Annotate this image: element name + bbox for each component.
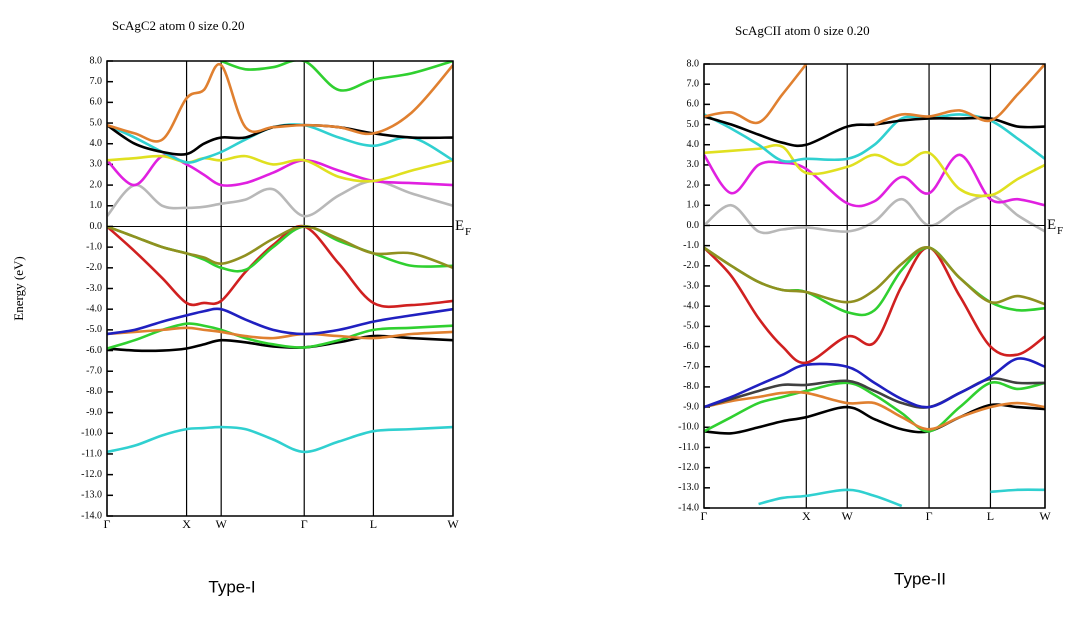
x-tick-label: W [447, 517, 459, 531]
fermi-sub: F [1057, 225, 1063, 237]
x-tick-label: Γ [926, 509, 933, 523]
x-tick-label: Γ [104, 517, 111, 531]
x-tick-label: X [802, 509, 811, 523]
y-tick-label: -3.0 [683, 280, 699, 291]
y-tick-label: -4.0 [86, 303, 102, 314]
y-tick-label: -3.0 [86, 283, 102, 294]
y-tick-label: 7.0 [687, 78, 700, 89]
band-line [107, 225, 453, 273]
bands [704, 64, 1045, 508]
y-tick-label: -8.0 [683, 381, 699, 392]
y-tick-label: 3.0 [687, 159, 700, 170]
band-line [107, 154, 453, 183]
chart-title: ScAgCII atom 0 size 0.20 [735, 23, 870, 38]
y-tick-label: -6.0 [683, 341, 699, 352]
y-tick-label: 8.0 [90, 55, 103, 66]
band-line [704, 143, 1045, 198]
y-tick-label: -7.0 [86, 366, 102, 377]
y-tick-label: -9.0 [86, 407, 102, 418]
caption: Type-I [208, 577, 255, 596]
plot-frame [106, 60, 454, 517]
x-tick-label: W [842, 509, 854, 523]
y-tick-label: -6.0 [86, 345, 102, 356]
y-tick-label: 5.0 [687, 119, 700, 130]
x-tick-label: L [370, 517, 377, 531]
y-tick-label: -5.0 [683, 321, 699, 332]
x-tick-label: W [216, 517, 228, 531]
band-line [107, 326, 453, 340]
y-tick-label: -8.0 [86, 386, 102, 397]
y-tick-label: -12.0 [81, 469, 102, 480]
band-line [704, 246, 1045, 365]
y-axis-label: Energy (eV) [11, 256, 26, 320]
fermi-sub: F [465, 226, 471, 238]
band-line [107, 225, 453, 270]
band-line [220, 61, 453, 92]
caption: Type-II [894, 569, 946, 588]
x-tick-label: Γ [301, 517, 308, 531]
band-line [704, 390, 1045, 431]
y-tick-label: -4.0 [683, 300, 699, 311]
band-line [107, 425, 453, 454]
y-tick-label: -14.0 [81, 510, 102, 521]
y-tick-label: -5.0 [86, 324, 102, 335]
y-tick-label: 0.0 [90, 221, 103, 232]
y-tick-label: -2.0 [86, 262, 102, 273]
bands [107, 61, 453, 454]
plot-frame [703, 63, 1046, 509]
y-tick-label: 6.0 [90, 97, 103, 108]
y-tick-label: 2.0 [90, 179, 103, 190]
y-tick-label: 3.0 [90, 159, 103, 170]
band-line [704, 246, 1045, 306]
fermi-label: E [1047, 217, 1056, 233]
y-tick-label: -10.0 [81, 428, 102, 439]
y-tick-label: -13.0 [678, 482, 699, 493]
y-tick-label: 4.0 [90, 138, 103, 149]
y-tick-label: -11.0 [679, 442, 699, 453]
y-tick-label: -10.0 [678, 422, 699, 433]
y-tick-label: 2.0 [687, 179, 700, 190]
band-line [704, 377, 1045, 409]
y-tick-label: 0.0 [687, 220, 700, 231]
y-tick-label: -12.0 [678, 462, 699, 473]
band-line [704, 357, 1045, 409]
y-tick-label: 5.0 [90, 117, 103, 128]
y-tick-label: 8.0 [687, 58, 700, 69]
y-tick-label: -1.0 [683, 240, 699, 251]
y-tick-label: -11.0 [82, 448, 102, 459]
band-line [107, 224, 453, 309]
y-tick-label: -7.0 [683, 361, 699, 372]
band-line [704, 403, 1045, 435]
band-line [758, 488, 903, 508]
y-tick-label: 7.0 [90, 76, 103, 87]
chart-title: ScAgC2 atom 0 size 0.20 [112, 18, 245, 33]
y-tick-label: 4.0 [687, 139, 700, 150]
band-line [704, 153, 1045, 208]
band-line [704, 64, 808, 125]
y-tick-label: -2.0 [683, 260, 699, 271]
y-tick-label: -1.0 [86, 241, 102, 252]
x-tick-label: X [182, 517, 191, 531]
y-tick-label: 1.0 [90, 200, 103, 211]
y-tick-label: 1.0 [687, 200, 700, 211]
y-tick-label: -14.0 [678, 502, 699, 513]
band-line [107, 62, 453, 143]
y-tick-label: 6.0 [687, 99, 700, 110]
y-tick-label: -9.0 [683, 401, 699, 412]
y-tick-label: -13.0 [81, 490, 102, 501]
fermi-label: E [455, 218, 464, 234]
band-line [107, 307, 453, 336]
band-line [107, 334, 453, 353]
x-tick-label: Γ [701, 509, 708, 523]
band-line [704, 380, 1045, 433]
band-line [107, 154, 453, 187]
band-line [990, 488, 1045, 494]
band-line [874, 64, 1045, 126]
band-line [107, 179, 453, 218]
x-tick-label: L [987, 509, 994, 523]
x-tick-label: W [1039, 509, 1051, 523]
